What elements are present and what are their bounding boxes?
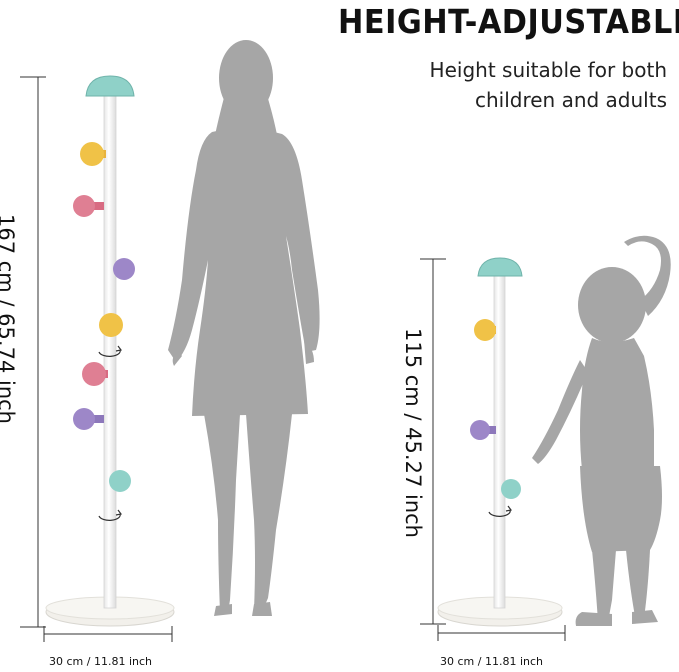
- hook-mint: [501, 479, 521, 499]
- hook-pink: [73, 195, 104, 217]
- headline: HEIGHT-ADJUSTABLE: [338, 2, 679, 41]
- subheadline: Height suitable for both children and ad…: [430, 55, 667, 115]
- stand-pole: [493, 275, 506, 609]
- adult-height-dimension-line: [20, 76, 46, 628]
- subheadline-line-1: Height suitable for both: [429, 58, 667, 82]
- subheadline-line-2: children and adults: [474, 88, 667, 112]
- stand-top-cap: [85, 75, 135, 97]
- adult-woman-silhouette: [168, 40, 320, 616]
- rotation-arrow-icon: [98, 345, 123, 357]
- adult-width-dimension-line: [43, 626, 173, 642]
- adult-height-label: 167 cm / 65.74 inch: [0, 214, 18, 424]
- hook-purple: [73, 408, 104, 430]
- child-height-dimension-line: [420, 258, 446, 625]
- rotation-arrow-icon: [98, 509, 123, 521]
- hook-pink: [82, 362, 108, 386]
- child-silhouette: [532, 235, 671, 626]
- child-coat-stand: [437, 257, 563, 627]
- adult-width-label: 30 cm / 11.81 inch: [49, 655, 152, 668]
- hook-yellow: [99, 313, 123, 337]
- adult-coat-stand: [45, 75, 175, 627]
- hook-yellow: [474, 319, 496, 341]
- hook-purple: [470, 420, 496, 440]
- child-width-dimension-line: [437, 625, 566, 641]
- stand-pole: [103, 95, 117, 609]
- hook-yellow: [80, 142, 106, 166]
- stand-top-cap: [477, 257, 523, 277]
- child-width-label: 30 cm / 11.81 inch: [440, 655, 543, 668]
- child-height-label: 115 cm / 45.27 inch: [401, 328, 425, 538]
- rotation-arrow-icon: [488, 505, 513, 517]
- hook-purple: [113, 258, 135, 280]
- hook-mint: [109, 470, 131, 492]
